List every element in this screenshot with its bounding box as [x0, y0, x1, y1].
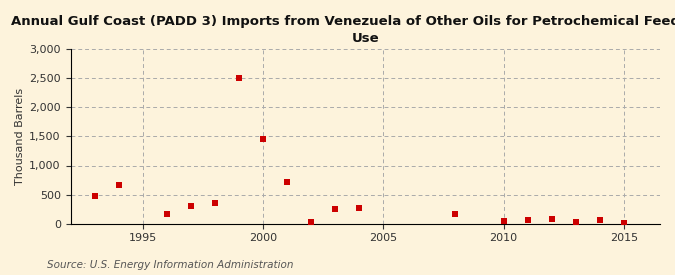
- Point: [570, 219, 581, 224]
- Point: [258, 137, 269, 141]
- Point: [330, 207, 341, 211]
- Point: [498, 219, 509, 224]
- Point: [618, 221, 629, 226]
- Point: [522, 218, 533, 222]
- Point: [89, 194, 100, 199]
- Point: [546, 217, 557, 221]
- Point: [234, 76, 244, 80]
- Y-axis label: Thousand Barrels: Thousand Barrels: [15, 88, 25, 185]
- Point: [281, 180, 292, 185]
- Point: [161, 211, 172, 216]
- Point: [354, 206, 364, 211]
- Point: [113, 183, 124, 188]
- Point: [209, 201, 220, 206]
- Point: [450, 212, 461, 216]
- Title: Annual Gulf Coast (PADD 3) Imports from Venezuela of Other Oils for Petrochemica: Annual Gulf Coast (PADD 3) Imports from …: [11, 15, 675, 45]
- Text: Source: U.S. Energy Information Administration: Source: U.S. Energy Information Administ…: [47, 260, 294, 270]
- Point: [306, 220, 317, 224]
- Point: [186, 204, 196, 208]
- Point: [595, 218, 605, 222]
